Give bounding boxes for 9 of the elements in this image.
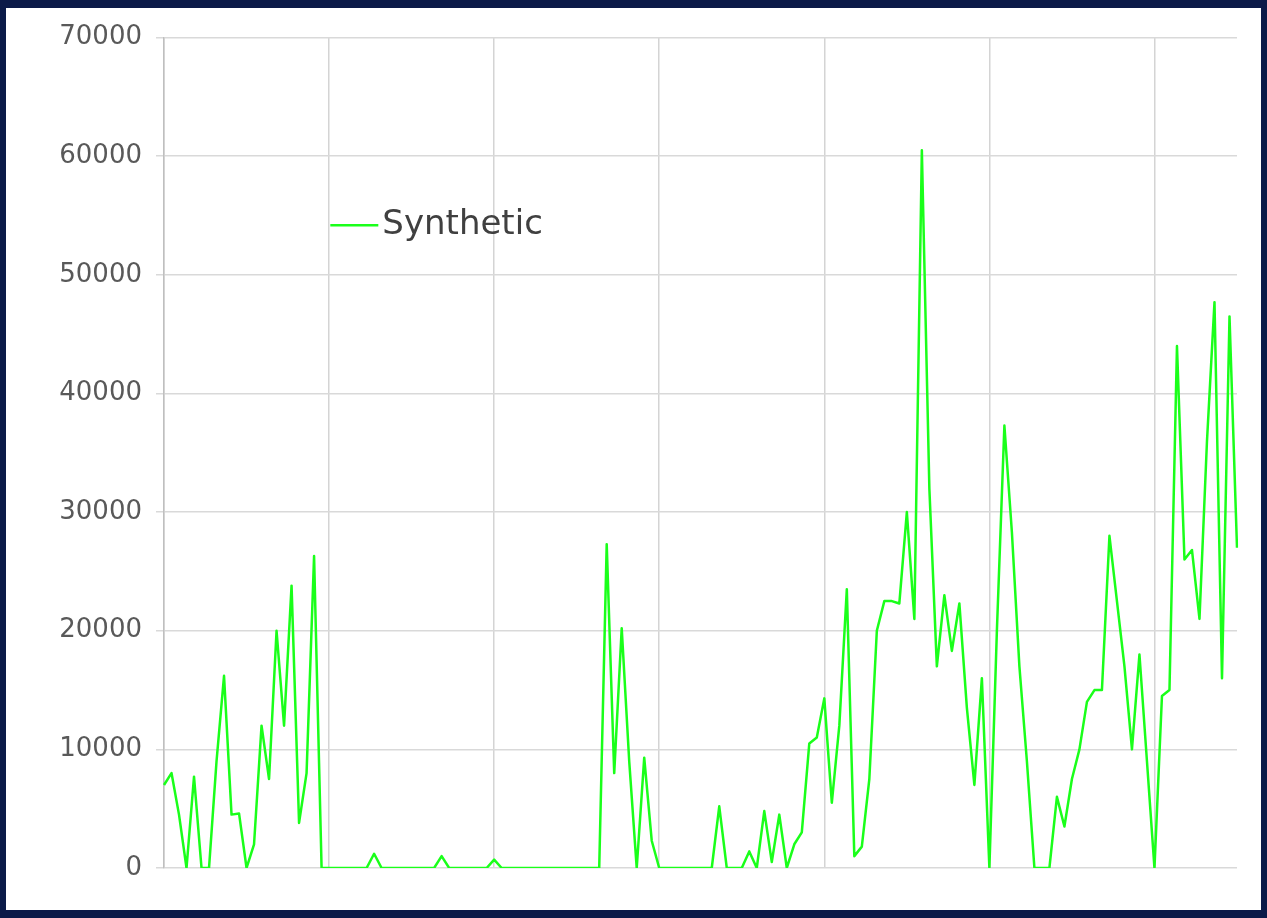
y-tick-label: 0	[125, 850, 142, 881]
y-tick-label: 20000	[59, 613, 142, 644]
y-tick-label: 50000	[59, 257, 142, 288]
y-tick-label: 30000	[59, 494, 142, 525]
y-tick-label: 40000	[59, 376, 142, 407]
y-tick-label: 10000	[59, 732, 142, 763]
y-tick-label: 60000	[59, 138, 142, 169]
legend-label: Synthetic	[382, 202, 543, 243]
y-tick-label: 70000	[59, 20, 142, 51]
